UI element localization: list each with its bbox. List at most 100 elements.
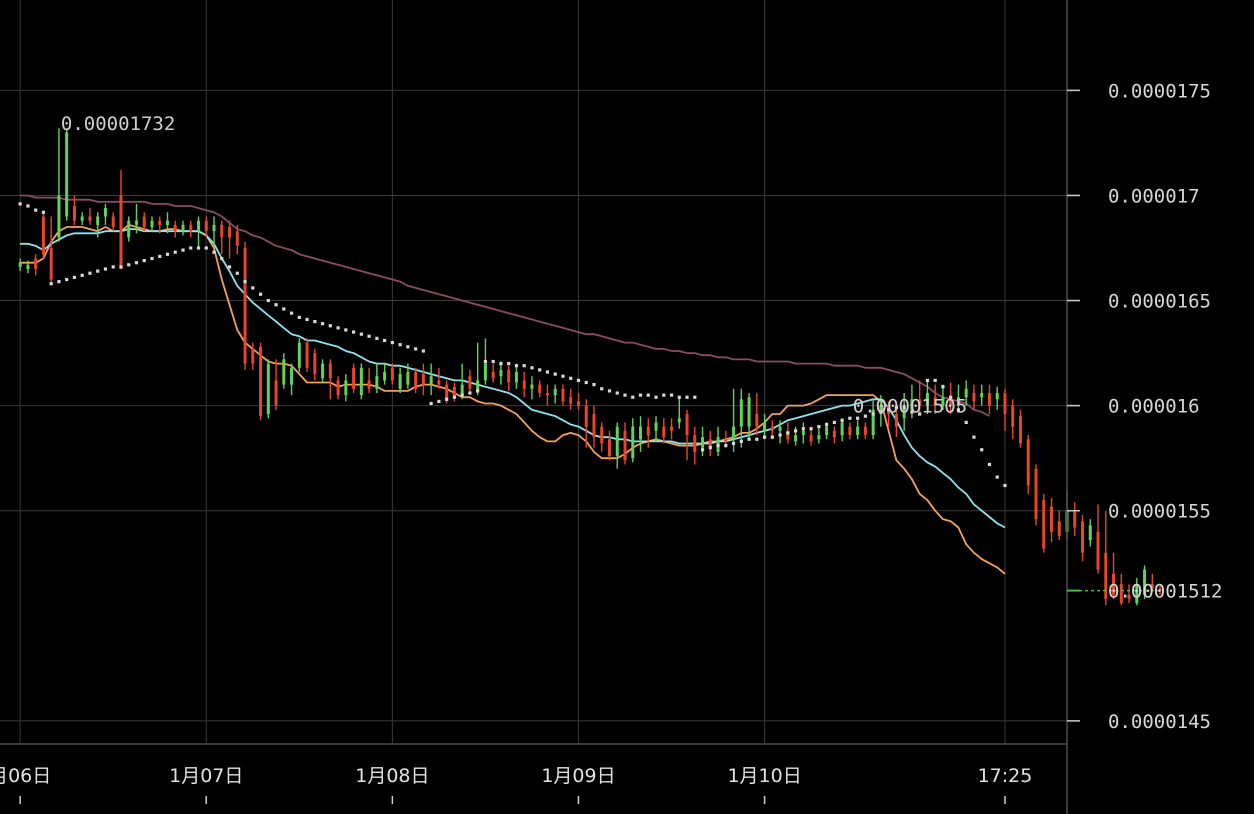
sar-dot xyxy=(615,391,619,395)
candle-body xyxy=(902,405,906,419)
candle-body xyxy=(305,342,309,368)
sar-dot xyxy=(88,271,92,275)
candle-body xyxy=(452,386,456,398)
sar-dot xyxy=(437,399,441,404)
candle-body xyxy=(26,264,30,270)
y-axis-tick-label: 0.0000145 xyxy=(1108,711,1211,733)
sar-dot xyxy=(530,366,534,370)
candle-body xyxy=(390,367,394,381)
sar-dot xyxy=(235,271,239,275)
sar-dot xyxy=(1003,483,1007,488)
sar-dot xyxy=(258,292,263,296)
sar-dot xyxy=(204,246,208,250)
y-axis-tick-label: 0.0000175 xyxy=(1108,80,1211,102)
sar-dot xyxy=(220,256,224,261)
candle-body xyxy=(65,132,69,217)
candle-body xyxy=(569,397,573,404)
candle-body xyxy=(646,426,650,436)
x-axis-tick-label: 17:25 xyxy=(978,765,1033,787)
candle-body xyxy=(832,430,836,438)
candle-body xyxy=(623,430,627,461)
sar-dot xyxy=(685,395,689,399)
sar-dot xyxy=(879,410,883,414)
candle-body xyxy=(134,220,138,225)
candle-body xyxy=(1026,439,1030,486)
candle-body xyxy=(468,376,472,389)
candle-body xyxy=(220,224,224,238)
sar-dot xyxy=(111,265,115,269)
sar-dot xyxy=(576,378,581,383)
sar-dot xyxy=(607,389,612,393)
candle-body xyxy=(794,435,798,442)
sar-dot xyxy=(158,254,162,259)
candle-body xyxy=(367,380,371,389)
candle-body xyxy=(1011,405,1015,427)
sar-dot xyxy=(429,401,433,406)
sar-dot xyxy=(282,307,286,311)
sar-dot xyxy=(499,361,503,366)
candle-body xyxy=(243,248,247,364)
max-price-label: 0.00001732 xyxy=(61,113,175,135)
sar-dot xyxy=(266,298,270,303)
candle-body xyxy=(1127,594,1131,599)
candle-body xyxy=(662,426,666,438)
sar-dot xyxy=(18,202,22,206)
candle-body xyxy=(18,262,22,267)
candle-body xyxy=(739,399,743,427)
sar-dot xyxy=(825,422,829,427)
sar-dot xyxy=(344,328,348,332)
candle-body xyxy=(228,226,232,238)
candle-body xyxy=(1081,521,1085,553)
sar-dot xyxy=(134,261,139,265)
sar-dot xyxy=(949,395,953,399)
candle-body xyxy=(670,426,674,431)
grid xyxy=(0,0,1067,744)
candle-body xyxy=(1018,416,1022,444)
sar-dot xyxy=(119,265,123,269)
candle-body xyxy=(1112,573,1116,595)
sar-dot xyxy=(251,286,255,290)
candle-body xyxy=(1003,393,1007,415)
candle-body xyxy=(313,353,317,375)
candle-body xyxy=(297,342,301,368)
sar-dot xyxy=(142,259,146,263)
candle-body xyxy=(181,224,185,232)
sar-dot xyxy=(956,408,961,412)
candle-body xyxy=(460,384,464,396)
candle-body xyxy=(189,224,193,232)
sar-dot xyxy=(600,387,604,391)
sar-dot xyxy=(452,395,457,399)
sar-dot xyxy=(700,448,705,452)
candle-body xyxy=(925,393,929,406)
y-axis-tick-label: 0.0000155 xyxy=(1108,501,1211,523)
sar-dot xyxy=(297,315,301,319)
candle-body xyxy=(1150,584,1154,589)
candle-body xyxy=(514,372,518,383)
sar-dot xyxy=(840,418,844,422)
candle-body xyxy=(352,367,356,389)
sar-dot xyxy=(925,378,930,383)
sar-dot xyxy=(289,311,294,315)
candle-body xyxy=(1073,510,1077,528)
sar-dot xyxy=(623,393,627,397)
candle-body xyxy=(778,426,782,431)
candle-body xyxy=(1158,588,1162,591)
sar-dot xyxy=(165,252,170,256)
candle-body xyxy=(375,376,379,389)
sar-dot xyxy=(809,427,813,431)
sar-dot xyxy=(786,431,790,435)
sar-dot xyxy=(569,376,573,380)
candle-body xyxy=(980,393,984,398)
candle-body xyxy=(972,393,976,402)
sar-dot xyxy=(538,368,542,372)
candle-body xyxy=(600,426,604,444)
candle-body xyxy=(398,374,402,389)
candle-body xyxy=(282,359,286,385)
candle-body xyxy=(879,405,883,415)
min-price-label: 0.00001505 xyxy=(853,396,967,418)
candle-body xyxy=(522,380,526,389)
sar-dot xyxy=(41,210,46,214)
candle-body xyxy=(576,401,580,406)
